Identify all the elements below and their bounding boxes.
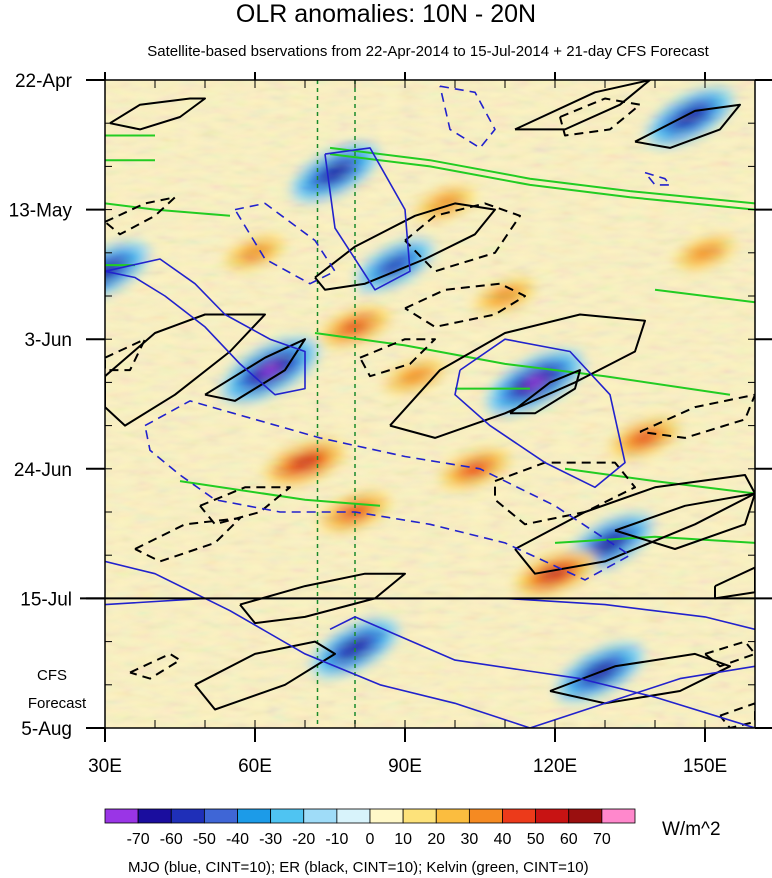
er-contour-5: [204, 338, 306, 402]
colorbar-label-5: -20: [292, 831, 315, 848]
er-contours: [105, 80, 755, 728]
contour-legend: MJO (blue, CINT=10); ER (black, CINT=10)…: [128, 859, 589, 876]
er-contour-8: [514, 474, 755, 575]
colorbar-swatch-12: [502, 808, 537, 824]
y-axis: 22-Apr 13-May 3-Jun 24-Jun 15-Jul 5-Aug: [9, 71, 772, 740]
x-tick-label-4: 150E: [683, 756, 727, 777]
colorbar-swatch-15: [601, 808, 636, 824]
mjo-contour-5: [644, 171, 671, 186]
colorbar-label-9: 20: [427, 831, 445, 848]
colorbar-swatch-7: [336, 808, 371, 824]
kelvin-contours: [105, 134, 755, 544]
er-contour-12: [194, 640, 336, 711]
er-contour-18: [359, 338, 436, 378]
colorbar-label-14: 70: [593, 831, 611, 848]
y-tick-label-4: 15-Jul: [20, 589, 72, 610]
er-contour-16: [404, 282, 526, 328]
x-tick-label-1: 60E: [238, 756, 272, 777]
y-tick-label-2: 3-Jun: [24, 330, 72, 351]
colorbar-label-4: -30: [259, 831, 282, 848]
chart-title: OLR anomalies: 10N - 20N: [236, 0, 536, 28]
mjo-contour-1: [105, 258, 306, 396]
legend-mjo: MJO (blue, CINT=10); ER (black, CINT=10)…: [128, 859, 589, 876]
colorbar-swatch-1: [137, 808, 172, 824]
colorbar-swatch-11: [468, 808, 503, 824]
colorbar-swatch-0: [104, 808, 139, 824]
forecast-label-forecast: Forecast: [28, 695, 87, 712]
colorbar-swatch-6: [303, 808, 338, 824]
kelvin-contour-9: [554, 535, 755, 544]
mjo-contour-6: [144, 400, 631, 581]
er-contour-2: [634, 103, 741, 149]
colorbar-swatch-3: [203, 808, 238, 824]
mjo-contour-0: [324, 147, 411, 291]
er-contour-6: [389, 313, 646, 439]
y-tick-label-5: 5-Aug: [21, 719, 72, 740]
colorbar-label-11: 40: [494, 831, 512, 848]
er-contour-21: [559, 97, 641, 137]
colorbar-label-8: 10: [394, 831, 412, 848]
kelvin-contour-3: [314, 332, 731, 396]
kelvin-contour-0: [329, 146, 755, 205]
mjo-contour-8: [529, 665, 755, 728]
mjo-contour-10: [329, 616, 755, 728]
x-axis: 30E 60E 90E 120E 150E: [88, 72, 756, 777]
er-contour-1: [514, 80, 651, 131]
colorbar-swatch-4: [237, 808, 272, 824]
colorbar-swatch-5: [270, 808, 305, 824]
colorbar-swatch-14: [568, 808, 603, 824]
er-contour-4: [105, 313, 266, 427]
colorbar-label-3: -40: [226, 831, 249, 848]
chart-subtitle: Satellite-based bservations from 22-Apr-…: [147, 43, 709, 60]
colorbar-swatch-8: [369, 808, 404, 824]
er-contour-9: [614, 492, 755, 550]
x-tick-label-3: 120E: [533, 756, 577, 777]
plot-frame: [104, 79, 756, 729]
colorbar-swatch-2: [170, 808, 205, 824]
kelvin-contour-1: [329, 153, 755, 211]
kelvin-contour-5: [564, 467, 755, 495]
colorbar-swatch-13: [535, 808, 570, 824]
colorbar-units: W/m^2: [662, 819, 721, 840]
reference-lines: [316, 80, 356, 728]
kelvin-contour-8: [654, 288, 755, 304]
y-tick-label-0: 22-Apr: [15, 71, 73, 92]
colorbar-swatch-9: [402, 808, 437, 824]
er-contour-0: [109, 97, 206, 131]
er-contour-17: [404, 202, 521, 273]
colorbar-label-6: -10: [325, 831, 348, 848]
mjo-contour-2: [454, 338, 626, 489]
er-contour-19: [639, 393, 755, 439]
colorbar-label-1: -60: [160, 831, 183, 848]
kelvin-contour-2: [105, 202, 231, 217]
kelvin-contour-4: [179, 480, 381, 507]
er-contour-23: [134, 517, 241, 563]
er-contour-7: [509, 369, 581, 415]
er-contour-10: [714, 566, 755, 600]
er-contour-14: [105, 196, 176, 236]
er-contour-15: [105, 338, 146, 372]
y-tick-label-1: 13-May: [9, 201, 73, 222]
er-contour-11: [239, 572, 406, 625]
y-tick-label-3: 24-Jun: [14, 460, 72, 481]
colorbar: -70 -60 -50 -40 -30 -20 -10 0 10 20 30 40 50 60 70: [104, 808, 636, 848]
colorbar-label-12: 50: [527, 831, 545, 848]
er-contour-3: [314, 202, 496, 291]
colorbar-label-10: 30: [460, 831, 478, 848]
mjo-contour-7: [105, 560, 531, 728]
plot-area: [105, 80, 755, 728]
x-tick-label-0: 30E: [88, 756, 122, 777]
colorbar-label-13: 60: [560, 831, 578, 848]
colorbar-label-7: 0: [366, 831, 375, 848]
er-contour-20: [494, 461, 636, 526]
colorbar-label-0: -70: [127, 831, 150, 848]
forecast-label-cfs: CFS: [37, 667, 67, 684]
colorbar-label-2: -50: [193, 831, 216, 848]
texture-overlay: [105, 80, 755, 728]
x-tick-label-2: 90E: [388, 756, 422, 777]
mjo-contour-3: [234, 202, 336, 285]
colorbar-swatch-10: [435, 808, 470, 824]
er-contour-24: [129, 652, 181, 680]
